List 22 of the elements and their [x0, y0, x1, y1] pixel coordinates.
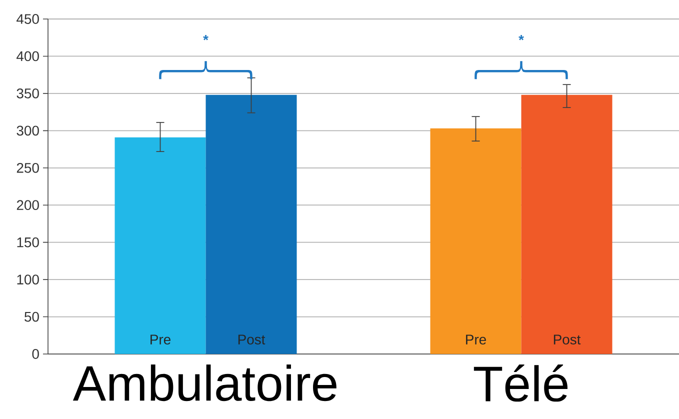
- text: Pre: [466, 334, 486, 344]
- bar: [206, 94, 297, 354]
- annotation: *: [518, 35, 524, 40]
- y-tick-label: 100: [17, 274, 39, 284]
- y-tick-label: 350: [16, 88, 39, 98]
- bar: [521, 94, 612, 354]
- bar: [114, 137, 206, 354]
- series-label: Post: [238, 334, 266, 344]
- bar: [430, 128, 522, 354]
- y-tick-label: 50: [24, 312, 39, 322]
- x-tick-label: Ambulatoire: [72, 364, 336, 402]
- y-tick-label: 150: [17, 237, 39, 248]
- annotation: *: [203, 35, 208, 40]
- y-tick-label: 0: [32, 349, 39, 359]
- text: Post: [554, 334, 581, 344]
- x-tick-label: Télé: [474, 364, 568, 402]
- y-tick-label: 450: [16, 14, 39, 24]
- y-tick-label: 300: [16, 126, 39, 136]
- y-tick-label: 400: [16, 51, 39, 62]
- series-label: Pre: [150, 334, 170, 344]
- y-tick-label: 200: [16, 200, 39, 210]
- y-tick-label: 250: [16, 162, 39, 173]
